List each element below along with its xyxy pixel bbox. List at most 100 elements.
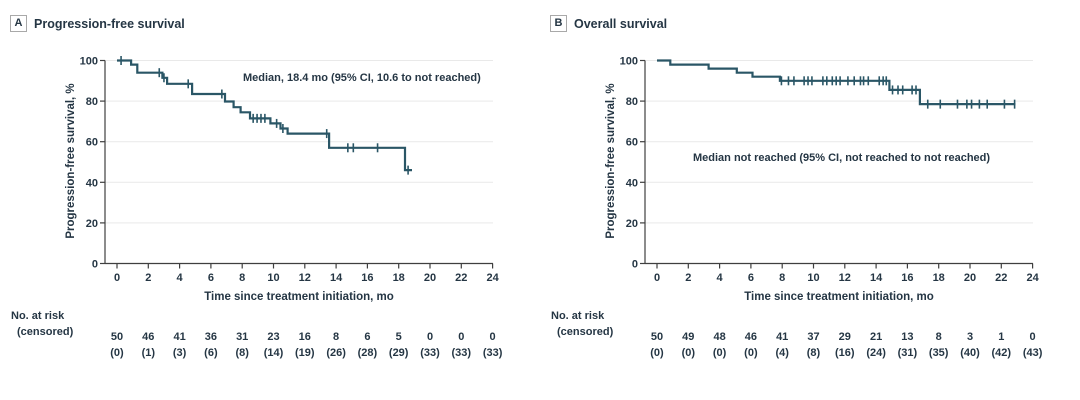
panel-b-censored-label: (censored) bbox=[557, 326, 614, 338]
svg-text:2: 2 bbox=[145, 272, 151, 284]
svg-text:60: 60 bbox=[86, 137, 98, 149]
svg-text:8: 8 bbox=[239, 272, 245, 284]
svg-text:22: 22 bbox=[455, 272, 467, 284]
svg-text:23: 23 bbox=[267, 331, 279, 343]
svg-text:20: 20 bbox=[424, 272, 436, 284]
svg-text:6: 6 bbox=[364, 331, 370, 343]
svg-text:(8): (8) bbox=[235, 347, 249, 359]
svg-text:(6): (6) bbox=[204, 347, 218, 359]
svg-text:100: 100 bbox=[80, 56, 98, 68]
svg-text:(0): (0) bbox=[744, 347, 758, 359]
svg-text:(24): (24) bbox=[866, 347, 886, 359]
svg-text:60: 60 bbox=[626, 137, 638, 149]
svg-text:0: 0 bbox=[92, 259, 98, 271]
svg-text:(16): (16) bbox=[835, 347, 855, 359]
svg-text:(4): (4) bbox=[775, 347, 789, 359]
svg-text:(0): (0) bbox=[110, 347, 124, 359]
svg-text:12: 12 bbox=[299, 272, 311, 284]
svg-text:50: 50 bbox=[111, 331, 123, 343]
svg-text:5: 5 bbox=[396, 331, 402, 343]
svg-text:14: 14 bbox=[870, 272, 883, 284]
svg-text:20: 20 bbox=[964, 272, 976, 284]
svg-text:16: 16 bbox=[361, 272, 373, 284]
svg-text:100: 100 bbox=[620, 56, 638, 68]
svg-text:(0): (0) bbox=[650, 347, 664, 359]
svg-text:(28): (28) bbox=[358, 347, 378, 359]
panel-a-y-axis-label: Progression-free survival, % bbox=[65, 83, 77, 239]
svg-text:46: 46 bbox=[745, 331, 757, 343]
svg-text:4: 4 bbox=[717, 272, 724, 284]
svg-text:(0): (0) bbox=[682, 347, 696, 359]
svg-text:20: 20 bbox=[86, 218, 98, 230]
svg-text:16: 16 bbox=[901, 272, 913, 284]
svg-text:50: 50 bbox=[651, 331, 663, 343]
svg-text:6: 6 bbox=[748, 272, 754, 284]
svg-text:0: 0 bbox=[114, 272, 120, 284]
svg-text:(3): (3) bbox=[173, 347, 187, 359]
svg-text:49: 49 bbox=[682, 331, 694, 343]
panel-a-median-annotation: Median, 18.4 mo (95% CI, 10.6 to not rea… bbox=[243, 72, 481, 84]
panel-a-letter-badge: A bbox=[10, 15, 27, 32]
svg-text:31: 31 bbox=[236, 331, 248, 343]
svg-text:(1): (1) bbox=[142, 347, 156, 359]
svg-text:(31): (31) bbox=[898, 347, 918, 359]
svg-text:21: 21 bbox=[870, 331, 882, 343]
svg-text:8: 8 bbox=[779, 272, 785, 284]
svg-text:(8): (8) bbox=[807, 347, 821, 359]
svg-text:(35): (35) bbox=[929, 347, 949, 359]
panel-b-y-axis-label: Progression-free survival, % bbox=[605, 83, 617, 239]
panel-progression-free-survival: 0 20 40 60 80 100 0 2 4 6 8 10 12 14 16 18 20 22 24 50 (0) 46… bbox=[10, 15, 503, 360]
svg-text:(19): (19) bbox=[295, 347, 315, 359]
svg-text:40: 40 bbox=[626, 177, 638, 189]
svg-text:0: 0 bbox=[1030, 331, 1036, 343]
svg-text:(33): (33) bbox=[420, 347, 440, 359]
svg-text:(0): (0) bbox=[713, 347, 727, 359]
svg-text:24: 24 bbox=[1026, 272, 1039, 284]
panel-b-letter-badge: B bbox=[550, 15, 567, 32]
panel-a-censored-label: (censored) bbox=[17, 326, 74, 338]
svg-text:40: 40 bbox=[86, 177, 98, 189]
svg-text:80: 80 bbox=[86, 96, 98, 108]
svg-text:(42): (42) bbox=[992, 347, 1012, 359]
svg-text:0: 0 bbox=[632, 259, 638, 271]
svg-text:8: 8 bbox=[936, 331, 942, 343]
panel-b-x-axis-label: Time since treatment initiation, mo bbox=[744, 291, 934, 303]
svg-text:14: 14 bbox=[330, 272, 343, 284]
svg-text:6: 6 bbox=[208, 272, 214, 284]
svg-text:46: 46 bbox=[142, 331, 154, 343]
svg-text:(40): (40) bbox=[960, 347, 980, 359]
svg-text:10: 10 bbox=[267, 272, 279, 284]
svg-text:36: 36 bbox=[205, 331, 217, 343]
svg-text:13: 13 bbox=[901, 331, 913, 343]
svg-text:41: 41 bbox=[776, 331, 788, 343]
svg-text:0: 0 bbox=[490, 331, 496, 343]
svg-text:24: 24 bbox=[486, 272, 499, 284]
svg-text:4: 4 bbox=[177, 272, 184, 284]
svg-text:0: 0 bbox=[458, 331, 464, 343]
panel-overall-survival: 0 20 40 60 80 100 0 2 4 6 8 10 12 14 16 18 20 22 24 50 (0) 49… bbox=[540, 0, 1080, 400]
svg-text:16: 16 bbox=[299, 331, 311, 343]
svg-text:41: 41 bbox=[173, 331, 185, 343]
svg-text:0: 0 bbox=[427, 331, 433, 343]
panel-b-median-annotation: Median not reached (95% CI, not reached … bbox=[693, 152, 991, 164]
svg-text:(29): (29) bbox=[389, 347, 409, 359]
svg-text:48: 48 bbox=[713, 331, 725, 343]
panel-b-title: Overall survival bbox=[574, 17, 668, 31]
svg-text:10: 10 bbox=[807, 272, 819, 284]
svg-text:(33): (33) bbox=[483, 347, 503, 359]
svg-text:(26): (26) bbox=[326, 347, 346, 359]
svg-text:80: 80 bbox=[626, 96, 638, 108]
panel-b-no-at-risk-label: No. at risk bbox=[551, 310, 605, 322]
svg-text:18: 18 bbox=[393, 272, 405, 284]
panel-a-title: Progression-free survival bbox=[34, 17, 185, 31]
svg-text:1: 1 bbox=[998, 331, 1004, 343]
svg-text:(33): (33) bbox=[452, 347, 472, 359]
svg-text:2: 2 bbox=[685, 272, 691, 284]
svg-text:22: 22 bbox=[995, 272, 1007, 284]
svg-text:0: 0 bbox=[654, 272, 660, 284]
svg-text:12: 12 bbox=[839, 272, 851, 284]
svg-text:3: 3 bbox=[967, 331, 973, 343]
